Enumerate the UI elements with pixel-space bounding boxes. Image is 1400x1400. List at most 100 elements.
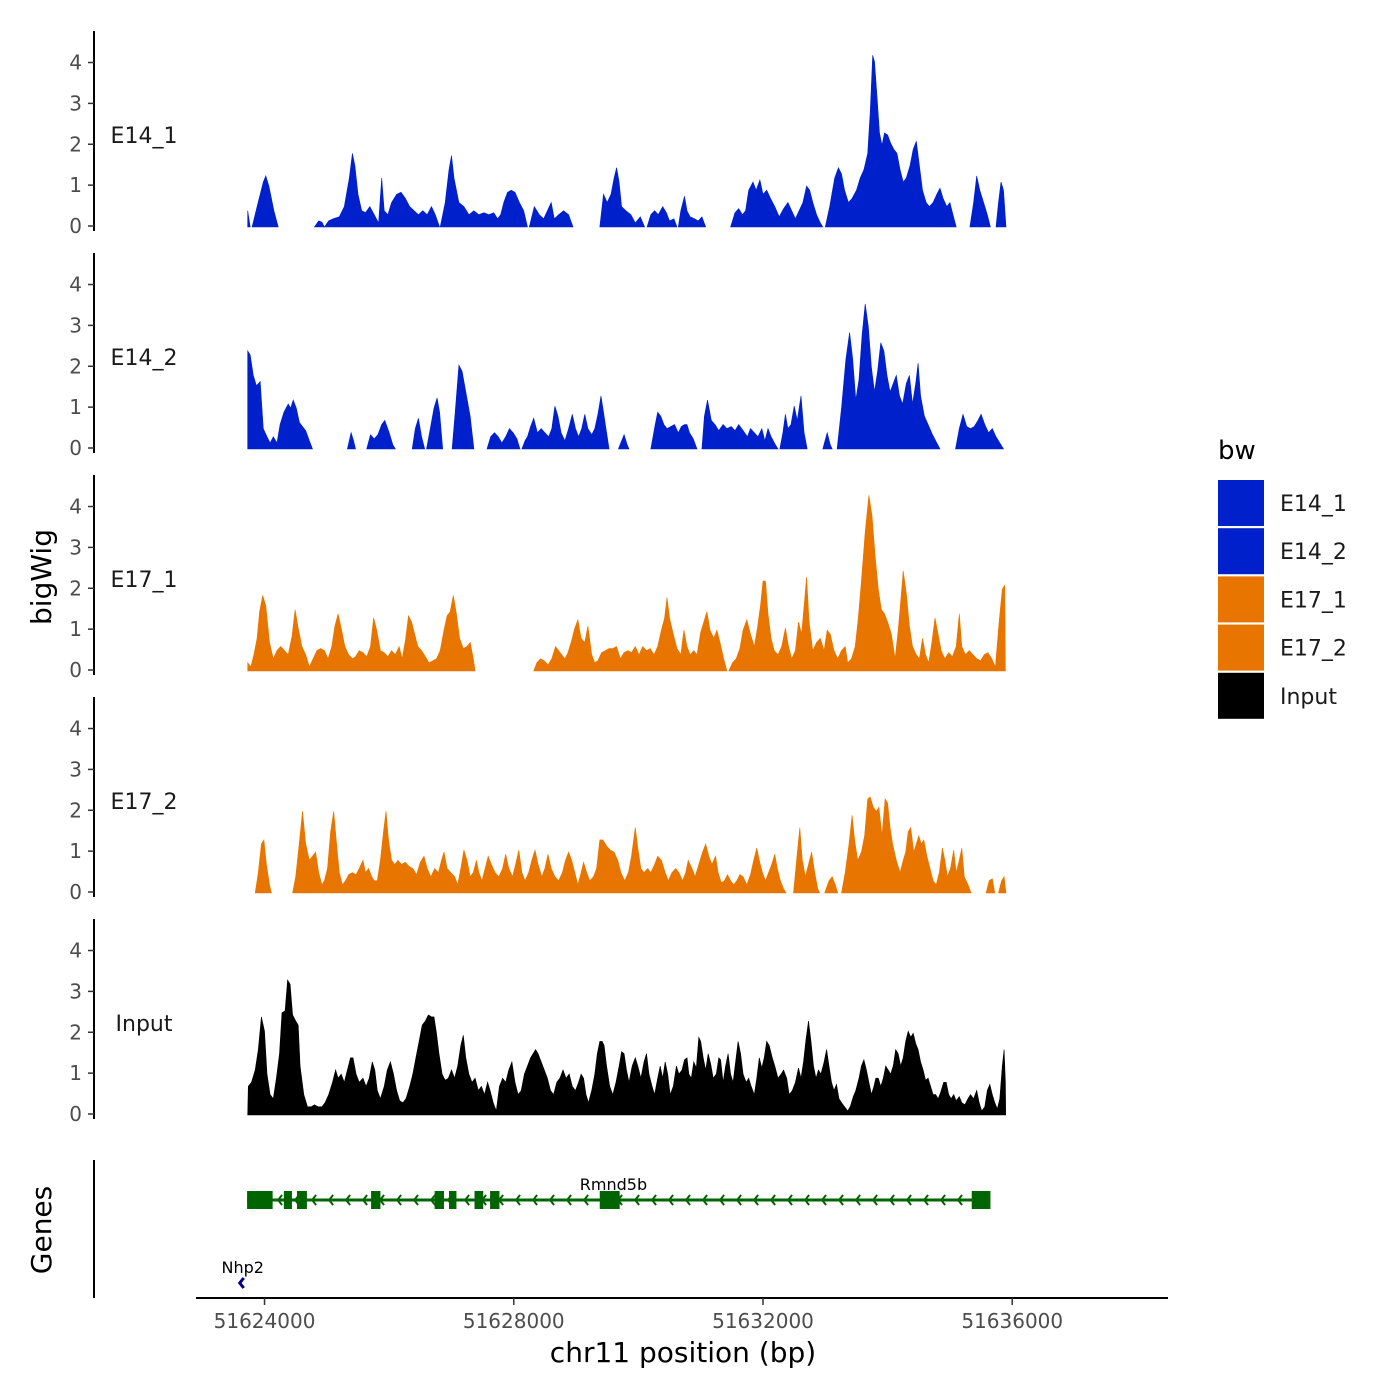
strand-arrow	[837, 1194, 844, 1206]
coverage-area	[617, 433, 630, 450]
exon-block	[490, 1191, 500, 1209]
strand-arrow	[548, 1194, 555, 1206]
legend-title: bw	[1218, 436, 1256, 466]
legend-label: E14_1	[1280, 492, 1347, 517]
strand-arrow	[412, 1194, 419, 1206]
strand-arrow	[237, 1277, 245, 1289]
legend-label: E14_2	[1280, 540, 1347, 565]
strand-arrow	[939, 1194, 946, 1206]
coverage-area	[411, 418, 426, 450]
track-label: E14_2	[111, 346, 178, 371]
coverage-area	[824, 55, 957, 228]
y-tick-label: 4	[69, 939, 82, 963]
legend: bw E14_1 E14_2 E17_1 E17_2 Input	[1218, 436, 1347, 719]
coverage-area	[841, 796, 972, 894]
track-label: E14_1	[111, 124, 178, 149]
y-tick-label: 0	[69, 880, 82, 904]
coverage-tracks: 0 1 2 3 4 E14_1 0 1 2 3 4 E14_2 0 1 2 3 4 E17_1 0 1 2 3 4 E17_2…	[69, 31, 1007, 1126]
exon-block	[474, 1191, 484, 1209]
x-tick-label: 51636000	[961, 1309, 1063, 1333]
strand-arrow	[514, 1194, 521, 1206]
legend-label: E17_2	[1280, 637, 1347, 662]
y-tick-label: 2	[69, 1020, 82, 1044]
coverage-area	[836, 303, 941, 450]
coverage-area	[701, 399, 779, 450]
coverage-area	[247, 210, 251, 228]
legend-swatch	[1218, 624, 1264, 671]
y-tick-label: 4	[69, 273, 82, 297]
coverage-area	[985, 878, 996, 894]
strand-arrow	[752, 1194, 759, 1206]
gene-nhp2: Nhp2	[222, 1258, 264, 1289]
y-tick-label: 2	[69, 132, 82, 156]
gene-label: Nhp2	[222, 1258, 264, 1277]
coverage-area	[251, 175, 279, 228]
strand-arrow	[854, 1194, 861, 1206]
strand-arrow	[820, 1194, 827, 1206]
legend-swatch	[1218, 672, 1264, 719]
strand-arrow	[684, 1194, 691, 1206]
strand-arrow	[718, 1194, 725, 1206]
y-tick-label: 0	[69, 214, 82, 238]
legend-swatch	[1218, 480, 1264, 526]
track-e17_1: 0 1 2 3 4 E17_1	[69, 475, 1006, 682]
strand-arrow	[327, 1194, 334, 1206]
y-tick-label: 2	[69, 576, 82, 600]
exon-block	[247, 1191, 273, 1209]
y-tick-label: 1	[69, 617, 82, 641]
gene-rmnd5b: Rmnd5b	[247, 1175, 991, 1209]
strand-arrow	[888, 1194, 895, 1206]
strand-arrow	[956, 1194, 963, 1206]
coverage-area	[292, 811, 787, 894]
x-axis-title: chr11 position (bp)	[550, 1336, 816, 1369]
track-e17_2: 0 1 2 3 4 E17_2	[69, 697, 1007, 904]
strand-arrow	[361, 1194, 368, 1206]
strand-arrow	[650, 1194, 657, 1206]
strand-arrow	[735, 1194, 742, 1206]
y-tick-label: 3	[69, 757, 82, 781]
coverage-area	[824, 876, 839, 894]
genes-axis-title: Genes	[25, 1186, 58, 1274]
coverage-area	[486, 428, 521, 450]
coverage-area	[439, 155, 528, 228]
coverage-area	[451, 364, 475, 450]
coverage-area	[247, 349, 313, 450]
track-e14_2: 0 1 2 3 4 E14_2	[69, 253, 1005, 460]
coverage-area	[793, 827, 821, 894]
strand-arrow	[565, 1194, 572, 1206]
coverage-area	[347, 431, 356, 450]
y-tick-label: 4	[69, 717, 82, 741]
strand-arrow	[463, 1194, 470, 1206]
coverage-area	[995, 181, 1007, 228]
strand-arrow	[582, 1194, 589, 1206]
strand-arrow	[429, 1194, 436, 1206]
strand-arrow	[786, 1194, 793, 1206]
coverage-area	[247, 979, 1007, 1116]
y-tick-label: 1	[69, 1061, 82, 1085]
coverage-area	[730, 178, 824, 228]
y-tick-label: 1	[69, 173, 82, 197]
y-tick-label: 4	[69, 495, 82, 519]
exon-block	[296, 1191, 307, 1209]
coverage-area	[728, 495, 1006, 672]
exon-block	[971, 1191, 991, 1209]
y-tick-label: 0	[69, 658, 82, 682]
coverage-area	[247, 595, 476, 672]
coverage-area	[599, 167, 646, 228]
exon-block	[371, 1191, 381, 1209]
strand-arrow	[871, 1194, 878, 1206]
strand-arrow	[922, 1194, 929, 1206]
exon-block	[599, 1191, 620, 1209]
strand-arrow	[633, 1194, 640, 1206]
strand-arrow	[667, 1194, 674, 1206]
y-tick-label: 4	[69, 51, 82, 75]
strand-arrow	[701, 1194, 708, 1206]
strand-arrow	[769, 1194, 776, 1206]
y-tick-label: 2	[69, 354, 82, 378]
coverage-area	[779, 395, 808, 450]
genes-track: Rmnd5b Nhp2	[93, 1160, 991, 1298]
coverage-area	[646, 205, 678, 228]
y-tick-label: 3	[69, 313, 82, 337]
y-tick-label: 3	[69, 535, 82, 559]
